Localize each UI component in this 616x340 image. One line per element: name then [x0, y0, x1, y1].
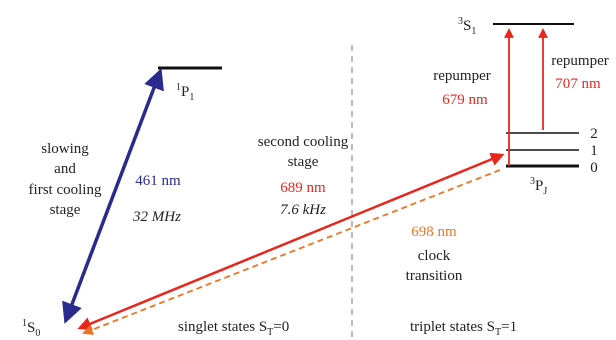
- transition-689-arrow: [77, 152, 505, 331]
- clock-line-2: transition: [406, 268, 463, 284]
- slowing-line-1: slowing: [41, 141, 89, 157]
- label-679nm: 679 nm: [442, 92, 488, 108]
- label-j1: 1: [590, 143, 598, 159]
- label-3pj: 3PJ: [530, 176, 547, 197]
- singlet-states-label: singlet states ST=0: [178, 319, 289, 338]
- slowing-line-3: first cooling: [29, 182, 102, 198]
- slowing-line-4: stage: [50, 202, 81, 218]
- slowing-line-2: and: [54, 161, 76, 177]
- label-7-6khz: 7.6 kHz: [280, 202, 326, 218]
- label-j0: 0: [590, 160, 598, 176]
- repumper-679-label: repumper: [433, 68, 490, 84]
- label-461nm: 461 nm: [135, 173, 181, 189]
- triplet-states-label: triplet states ST=1: [410, 319, 517, 338]
- label-689nm: 689 nm: [280, 180, 326, 196]
- label-1s0: 1S0: [22, 318, 40, 339]
- label-j2: 2: [590, 126, 598, 142]
- label-32mhz: 32 MHz: [132, 209, 181, 225]
- clock-line-1: clock: [418, 248, 451, 264]
- second-line-2: stage: [288, 154, 319, 170]
- second-line-1: second cooling: [258, 134, 349, 150]
- label-1p1: 1P1: [176, 82, 194, 103]
- label-707nm: 707 nm: [555, 76, 601, 92]
- repumper-707-label: repumper: [551, 53, 608, 69]
- label-3s1: 3S1: [458, 16, 476, 37]
- label-698nm: 698 nm: [411, 224, 457, 240]
- transition-698-arrow: [81, 169, 501, 335]
